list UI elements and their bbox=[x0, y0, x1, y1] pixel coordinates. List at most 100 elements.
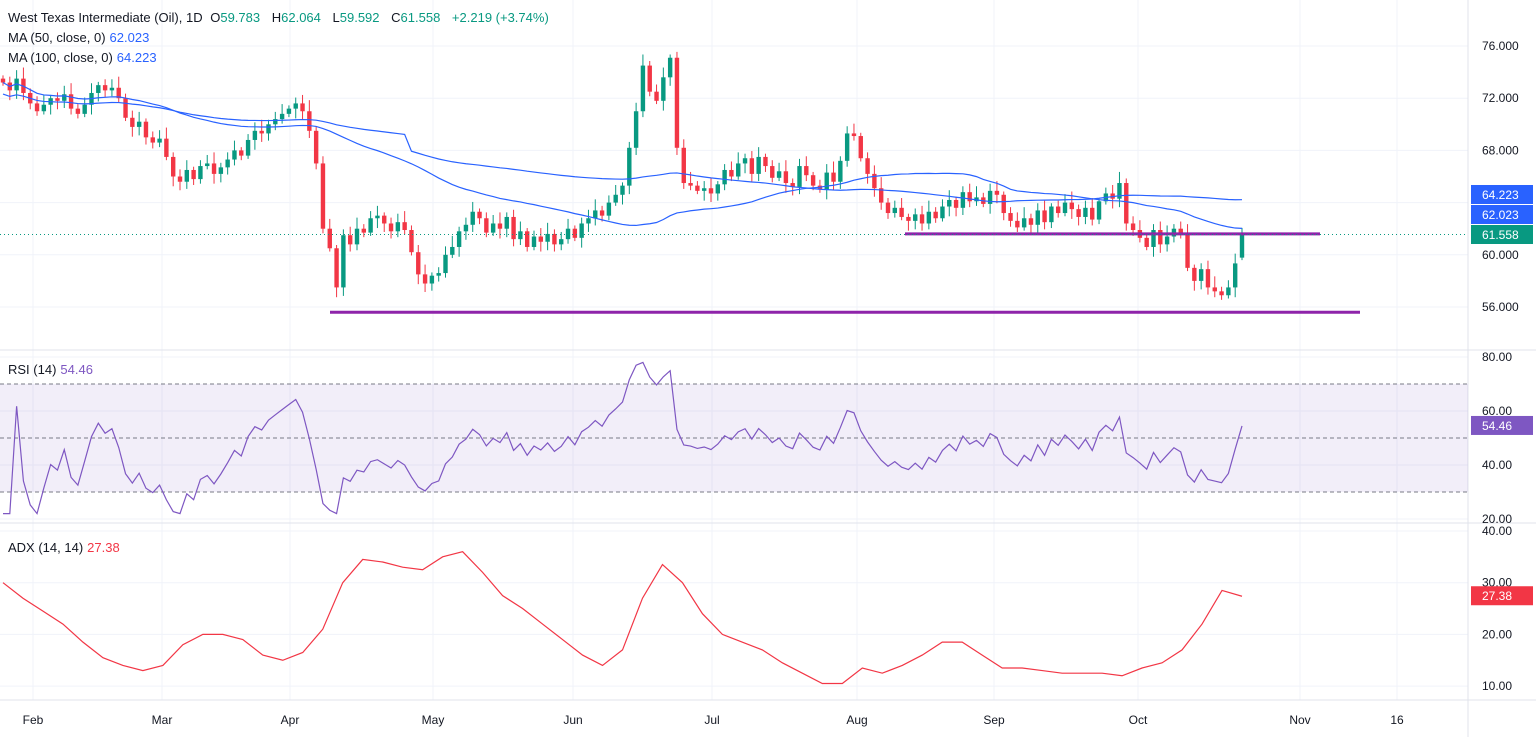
candle-body bbox=[361, 228, 367, 233]
rsi-value: 54.46 bbox=[60, 362, 93, 377]
candle-body bbox=[143, 121, 149, 138]
candle-body bbox=[613, 194, 618, 203]
candle-body bbox=[770, 166, 775, 178]
candle-body bbox=[545, 233, 550, 242]
candle-body bbox=[804, 166, 809, 176]
candle-body bbox=[531, 236, 537, 247]
rsi-tick-label: 20.00 bbox=[1482, 512, 1512, 526]
adx-tick-label: 30.00 bbox=[1482, 576, 1512, 590]
rsi-tick-label: 40.00 bbox=[1482, 458, 1512, 472]
candle-body bbox=[347, 235, 353, 245]
candle-body bbox=[116, 87, 121, 99]
candle-body bbox=[368, 218, 373, 233]
price-tag bbox=[1471, 185, 1533, 204]
candle-body bbox=[865, 158, 870, 174]
adx-tick-label: 10.00 bbox=[1482, 679, 1512, 693]
candle-body bbox=[334, 248, 339, 288]
candle-body bbox=[633, 111, 639, 148]
time-tick-label: Nov bbox=[1289, 713, 1310, 727]
rsi-value-tag-label: 54.46 bbox=[1482, 419, 1512, 433]
candle-body bbox=[518, 231, 523, 240]
adx-value-tag-label: 27.38 bbox=[1482, 589, 1512, 603]
close-value: 61.558 bbox=[400, 10, 441, 25]
candle-body bbox=[484, 218, 489, 233]
candle-body bbox=[1049, 206, 1054, 223]
candle-body bbox=[586, 218, 591, 224]
candle-body bbox=[443, 254, 448, 274]
price-tag-label: 62.023 bbox=[1482, 208, 1519, 222]
candle-body bbox=[497, 223, 503, 229]
candle-body bbox=[477, 211, 482, 219]
candle-body bbox=[1239, 234, 1245, 258]
candle-body bbox=[913, 214, 918, 221]
candle-body bbox=[559, 239, 564, 245]
candle-body bbox=[1069, 202, 1075, 210]
candle-body bbox=[872, 173, 877, 189]
candle-body bbox=[810, 175, 816, 186]
candle-body bbox=[701, 188, 707, 191]
candle-body bbox=[1001, 194, 1006, 214]
candle-body bbox=[211, 163, 217, 174]
candle-body bbox=[776, 171, 782, 178]
candle-body bbox=[1151, 230, 1156, 247]
adx-value: 27.38 bbox=[87, 540, 120, 555]
candle-body bbox=[960, 192, 966, 208]
candle-body bbox=[1028, 218, 1034, 225]
candle-body bbox=[654, 91, 659, 101]
ohlc-high: H62.064 bbox=[272, 10, 325, 25]
time-tick-label: 16 bbox=[1390, 713, 1404, 727]
candle-body bbox=[470, 211, 475, 225]
candle-body bbox=[620, 185, 625, 195]
low-value: 59.592 bbox=[339, 10, 380, 25]
candle-body bbox=[538, 236, 544, 242]
candle-body bbox=[55, 98, 60, 101]
candle-body bbox=[1035, 210, 1040, 225]
candle-body bbox=[858, 136, 863, 159]
candle-body bbox=[490, 223, 496, 233]
candle-body bbox=[409, 230, 414, 253]
ma50-legend: MA (50, close, 0) 62.023 bbox=[8, 30, 153, 45]
candle-body bbox=[1144, 237, 1149, 247]
time-tick-label: May bbox=[422, 713, 445, 727]
candle-body bbox=[1232, 263, 1238, 288]
candle-body bbox=[885, 202, 891, 214]
candle-body bbox=[164, 138, 169, 157]
candle-body bbox=[919, 214, 925, 224]
price-tick-label: 68.000 bbox=[1482, 143, 1519, 157]
time-tick-label: Sep bbox=[983, 713, 1005, 727]
adx-legend: ADX (14, 14) 27.38 bbox=[8, 540, 124, 555]
candle-body bbox=[899, 207, 904, 217]
candle-body bbox=[354, 228, 360, 245]
candle-body bbox=[783, 171, 789, 184]
candle-body bbox=[552, 233, 557, 245]
candle-body bbox=[763, 156, 768, 167]
candle-body bbox=[967, 192, 972, 202]
rsi-line bbox=[3, 361, 1243, 515]
candle-body bbox=[640, 65, 646, 112]
candle-body bbox=[184, 169, 190, 182]
candle-body bbox=[844, 133, 850, 161]
rsi-value-tag bbox=[1471, 415, 1533, 435]
candle-body bbox=[1192, 267, 1197, 281]
candle-body bbox=[947, 199, 952, 207]
candle-body bbox=[429, 275, 435, 284]
candle-body bbox=[1055, 206, 1061, 214]
candle-body bbox=[824, 172, 829, 190]
candle-body bbox=[1185, 233, 1190, 268]
candle-body bbox=[994, 190, 1000, 195]
rsi-tick-label: 60.00 bbox=[1482, 404, 1512, 418]
ma50-label: MA (50, close, 0) bbox=[8, 30, 106, 45]
time-tick-label: Apr bbox=[281, 713, 300, 727]
candle-body bbox=[667, 57, 673, 78]
candle-body bbox=[293, 103, 298, 109]
candle-body bbox=[313, 130, 319, 164]
candle-body bbox=[232, 150, 237, 160]
candle-body bbox=[245, 139, 251, 156]
candle-body bbox=[327, 228, 332, 249]
candle-body bbox=[68, 94, 74, 109]
candle-body bbox=[75, 108, 81, 114]
candle-body bbox=[674, 57, 680, 148]
ma100-value: 64.223 bbox=[116, 50, 157, 65]
candle-body bbox=[130, 117, 135, 127]
